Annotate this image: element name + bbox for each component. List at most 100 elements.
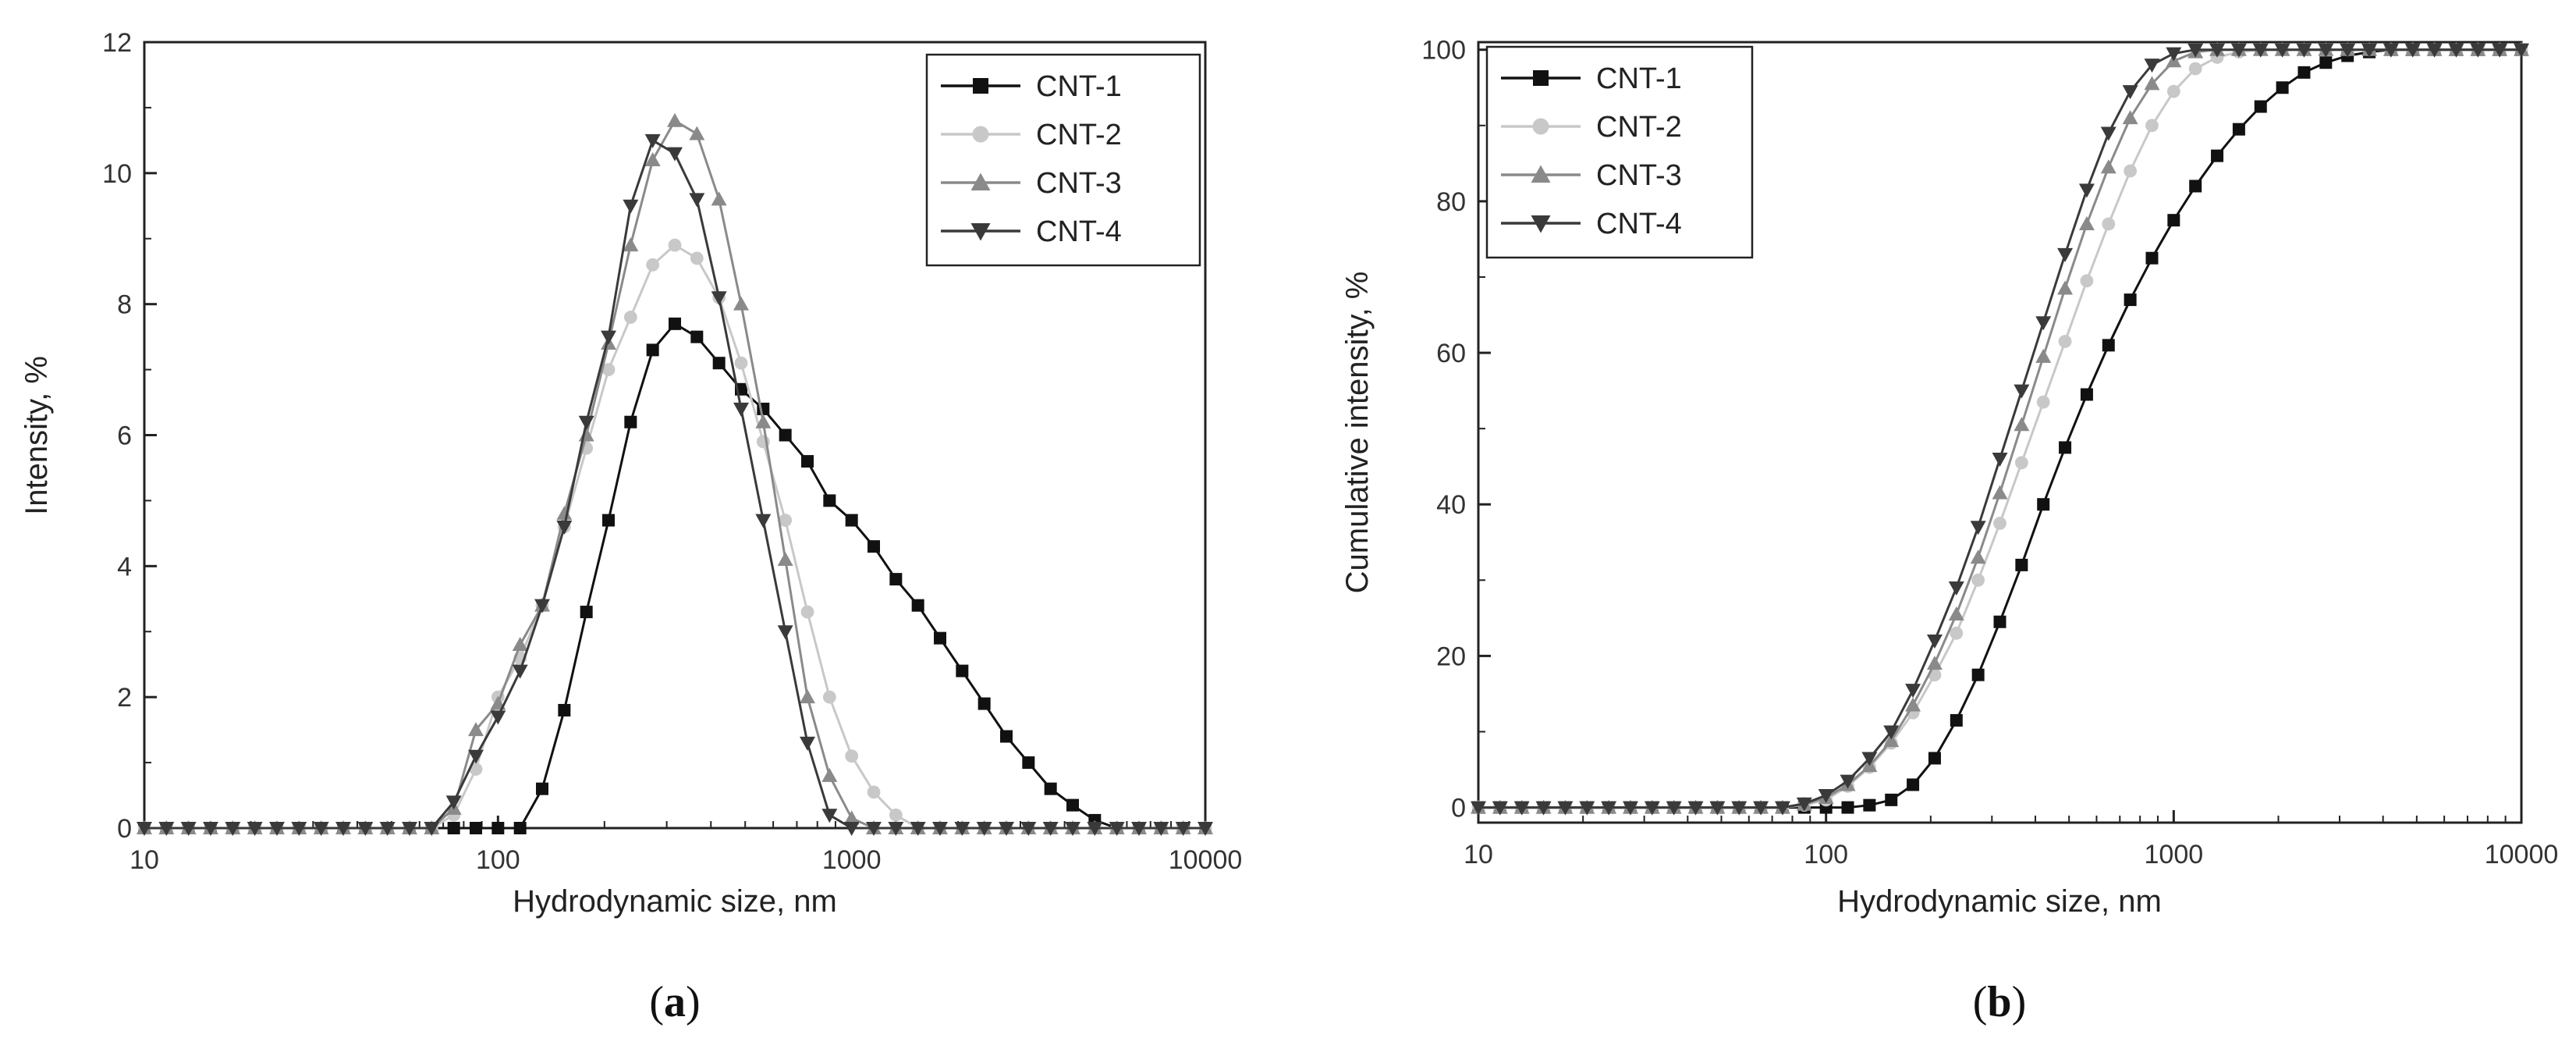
data-point-cnt-3 bbox=[843, 810, 860, 825]
data-point-cnt-1 bbox=[1993, 615, 2007, 628]
data-point-cnt-1 bbox=[491, 822, 505, 834]
data-point-cnt-4 bbox=[2470, 43, 2486, 58]
data-point-cnt-1 bbox=[2319, 56, 2333, 69]
data-point-cnt-4 bbox=[2166, 47, 2182, 62]
data-point-cnt-3 bbox=[1905, 697, 1921, 712]
panel-b-label-letter: b bbox=[1987, 978, 2011, 1026]
data-point-cnt-4 bbox=[932, 822, 948, 836]
data-point-cnt-4 bbox=[203, 822, 218, 836]
data-point-cnt-1 bbox=[2297, 66, 2311, 79]
data-point-cnt-3 bbox=[755, 414, 772, 428]
data-point-cnt-4 bbox=[1535, 801, 1552, 816]
data-point-cnt-4 bbox=[137, 822, 152, 836]
data-point-cnt-3 bbox=[1883, 733, 1900, 748]
data-point-cnt-2 bbox=[668, 238, 682, 252]
data-point-cnt-4 bbox=[1087, 822, 1103, 836]
panel-a-xlabel: Hydrodynamic size, nm bbox=[513, 884, 837, 919]
data-point-cnt-4 bbox=[2252, 43, 2269, 58]
data-point-cnt-1 bbox=[2189, 180, 2202, 193]
data-point-cnt-4 bbox=[1948, 581, 1964, 596]
panel-a-series bbox=[137, 112, 1213, 836]
data-point-cnt-1 bbox=[669, 317, 681, 330]
y-tick-label: 8 bbox=[117, 290, 132, 320]
data-point-cnt-3 bbox=[1948, 606, 1964, 621]
panel-b-ylabel: Cumulative intensity, % bbox=[1340, 272, 1375, 594]
y-tick-label: 0 bbox=[117, 814, 132, 844]
legend-label-cnt-3: CNT-3 bbox=[1596, 159, 1682, 192]
data-point-cnt-3 bbox=[2122, 110, 2138, 125]
data-point-cnt-1 bbox=[470, 822, 482, 834]
y-tick-label: 40 bbox=[1436, 490, 1466, 520]
y-tick-label: 60 bbox=[1436, 339, 1466, 368]
data-point-cnt-4 bbox=[2057, 247, 2074, 262]
panel-a-label-close: ) bbox=[686, 978, 701, 1026]
data-point-cnt-1 bbox=[868, 540, 880, 553]
data-point-cnt-4 bbox=[2078, 183, 2095, 198]
data-point-cnt-3 bbox=[1926, 656, 1943, 670]
legend-marker-cnt-1 bbox=[973, 78, 988, 94]
data-point-cnt-4 bbox=[379, 822, 396, 836]
legend-marker-cnt-4 bbox=[1531, 215, 1551, 233]
data-point-cnt-4 bbox=[1709, 801, 1726, 816]
data-point-cnt-4 bbox=[1970, 521, 1986, 535]
y-tick-label: 80 bbox=[1436, 187, 1466, 217]
data-point-cnt-3 bbox=[2035, 348, 2052, 363]
data-point-cnt-4 bbox=[2318, 43, 2334, 58]
data-point-cnt-4 bbox=[1731, 801, 1747, 816]
data-point-cnt-4 bbox=[1687, 801, 1704, 816]
data-point-cnt-1 bbox=[1907, 778, 1920, 791]
legend-label-cnt-4: CNT-4 bbox=[1596, 208, 1682, 240]
legend-label-cnt-2: CNT-2 bbox=[1596, 111, 1682, 144]
data-point-cnt-4 bbox=[1557, 801, 1574, 816]
data-point-cnt-1 bbox=[690, 330, 704, 343]
data-point-cnt-4 bbox=[1131, 822, 1147, 836]
data-point-cnt-4 bbox=[711, 291, 727, 306]
data-point-cnt-4 bbox=[313, 822, 329, 836]
panel-a-ylabel: Intensity, % bbox=[20, 356, 54, 515]
x-tick-label: 100 bbox=[1804, 840, 1848, 869]
x-tick-label: 1000 bbox=[2145, 840, 2204, 869]
data-point-cnt-4 bbox=[2340, 43, 2356, 58]
legend-marker-cnt-3 bbox=[1531, 165, 1551, 183]
data-point-cnt-1 bbox=[1044, 782, 1057, 795]
data-point-cnt-4 bbox=[1753, 801, 1769, 816]
data-point-cnt-2 bbox=[800, 605, 814, 619]
y-tick-label: 20 bbox=[1436, 642, 1466, 671]
data-point-cnt-4 bbox=[2230, 43, 2247, 58]
data-point-cnt-1 bbox=[1022, 756, 1035, 770]
data-point-cnt-1 bbox=[1000, 730, 1013, 743]
data-point-cnt-4 bbox=[910, 822, 926, 836]
panel-b-xlabel: Hydrodynamic size, nm bbox=[1837, 884, 2162, 919]
data-point-cnt-1 bbox=[934, 631, 946, 645]
data-point-cnt-4 bbox=[1883, 725, 1900, 740]
data-point-cnt-4 bbox=[843, 822, 860, 836]
data-point-cnt-4 bbox=[1796, 797, 1812, 812]
data-point-cnt-2 bbox=[2102, 217, 2116, 231]
data-point-cnt-4 bbox=[1992, 452, 2008, 467]
data-point-cnt-1 bbox=[513, 822, 527, 834]
data-point-cnt-3 bbox=[2078, 216, 2095, 231]
data-point-cnt-3 bbox=[2014, 417, 2030, 432]
data-point-cnt-4 bbox=[1109, 822, 1125, 836]
data-point-cnt-4 bbox=[976, 822, 992, 836]
data-point-cnt-4 bbox=[623, 199, 639, 214]
data-point-cnt-4 bbox=[2144, 59, 2160, 73]
data-point-cnt-1 bbox=[779, 428, 792, 442]
data-point-cnt-4 bbox=[247, 822, 263, 836]
panel-b-legend: CNT-1 CNT-2 CNT-3 CNT-4 bbox=[1485, 45, 1754, 259]
data-point-cnt-1 bbox=[823, 494, 836, 507]
data-point-cnt-2 bbox=[779, 514, 793, 527]
data-point-cnt-4 bbox=[2035, 316, 2052, 331]
data-point-cnt-4 bbox=[291, 822, 307, 836]
data-point-cnt-2 bbox=[1993, 517, 2007, 530]
x-tick-label: 10 bbox=[130, 845, 159, 875]
data-point-cnt-1 bbox=[956, 664, 969, 677]
data-point-cnt-1 bbox=[978, 697, 991, 710]
data-point-cnt-4 bbox=[601, 330, 616, 345]
data-point-cnt-1 bbox=[624, 415, 637, 428]
data-point-cnt-1 bbox=[889, 573, 903, 586]
data-point-cnt-1 bbox=[2037, 498, 2050, 511]
data-point-cnt-3 bbox=[667, 112, 683, 127]
data-point-cnt-4 bbox=[2274, 43, 2290, 58]
